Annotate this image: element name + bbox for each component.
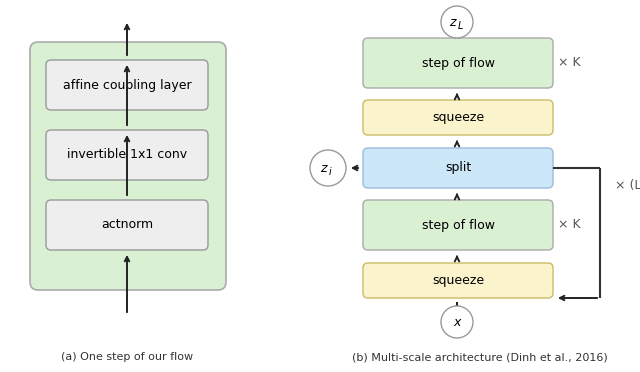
Text: actnorm: actnorm <box>101 218 153 231</box>
FancyBboxPatch shape <box>46 200 208 250</box>
Ellipse shape <box>441 6 473 38</box>
FancyBboxPatch shape <box>363 100 553 135</box>
Text: step of flow: step of flow <box>422 57 495 70</box>
FancyBboxPatch shape <box>363 200 553 250</box>
Text: x: x <box>453 315 461 328</box>
FancyBboxPatch shape <box>363 263 553 298</box>
Text: × K: × K <box>558 57 580 70</box>
Text: i: i <box>329 167 332 177</box>
FancyBboxPatch shape <box>363 148 553 188</box>
FancyBboxPatch shape <box>30 42 226 290</box>
Ellipse shape <box>310 150 346 186</box>
Text: × (L−1): × (L−1) <box>615 180 640 192</box>
FancyBboxPatch shape <box>363 38 553 88</box>
Text: z: z <box>449 16 456 29</box>
Text: L: L <box>458 21 463 31</box>
Text: affine coupling layer: affine coupling layer <box>63 78 191 92</box>
Text: squeeze: squeeze <box>432 111 484 124</box>
Text: (a) One step of our flow: (a) One step of our flow <box>61 352 193 362</box>
FancyBboxPatch shape <box>46 60 208 110</box>
Text: (b) Multi-scale architecture (Dinh et al., 2016): (b) Multi-scale architecture (Dinh et al… <box>352 352 608 362</box>
Text: invertible 1x1 conv: invertible 1x1 conv <box>67 148 187 161</box>
Text: squeeze: squeeze <box>432 274 484 287</box>
Text: split: split <box>445 161 471 174</box>
Text: z: z <box>321 163 327 176</box>
Text: × K: × K <box>558 218 580 231</box>
FancyBboxPatch shape <box>46 130 208 180</box>
Text: step of flow: step of flow <box>422 218 495 231</box>
Ellipse shape <box>441 306 473 338</box>
